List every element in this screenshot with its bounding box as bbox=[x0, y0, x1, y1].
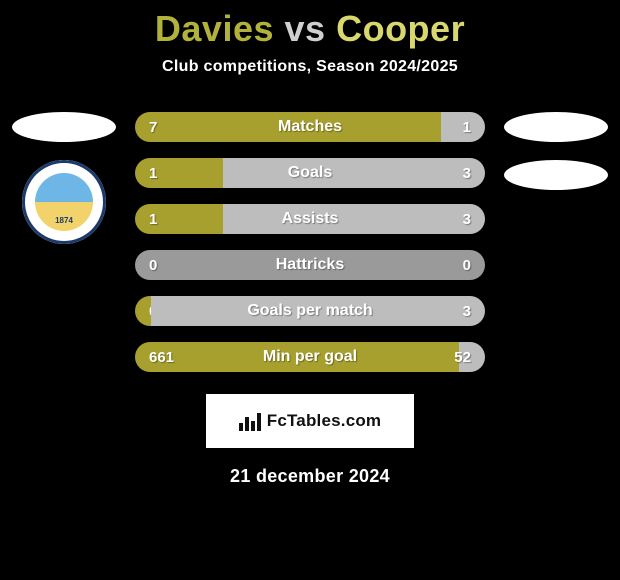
date: 21 december 2024 bbox=[0, 466, 620, 487]
watermark: FcTables.com bbox=[206, 394, 414, 448]
stat-left-value: 1 bbox=[149, 165, 157, 182]
title-p1: Davies bbox=[155, 8, 274, 49]
stat-left-seg: 661 bbox=[135, 342, 459, 372]
stat-left-seg: 0 bbox=[135, 250, 310, 280]
stat-left-seg: 0.14 bbox=[135, 296, 151, 326]
stat-row: 71Matches bbox=[135, 112, 485, 142]
stat-right-seg: 3 bbox=[151, 296, 485, 326]
stat-left-value: 7 bbox=[149, 119, 157, 136]
watermark-text: FcTables.com bbox=[267, 411, 382, 431]
stat-right-value: 1 bbox=[463, 119, 471, 136]
player1-oval-badge bbox=[12, 112, 116, 142]
player2-oval-badge bbox=[504, 112, 608, 142]
title-vs: vs bbox=[285, 8, 326, 49]
stat-row: 66152Min per goal bbox=[135, 342, 485, 372]
crest-year: 1874 bbox=[55, 216, 73, 225]
stat-right-value: 0 bbox=[463, 257, 471, 274]
page-title: Davies vs Cooper bbox=[0, 0, 620, 50]
player2-badges bbox=[496, 112, 616, 190]
stat-row: 0.143Goals per match bbox=[135, 296, 485, 326]
stat-right-value: 3 bbox=[463, 165, 471, 182]
stat-right-seg: 0 bbox=[310, 250, 485, 280]
stat-row: 13Assists bbox=[135, 204, 485, 234]
subtitle: Club competitions, Season 2024/2025 bbox=[0, 58, 620, 76]
player1-club-crest: 1874 bbox=[22, 160, 106, 244]
stat-left-seg: 1 bbox=[135, 204, 223, 234]
stat-right-value: 3 bbox=[463, 303, 471, 320]
player1-badges: 1874 bbox=[4, 112, 124, 244]
crest-inner-icon: 1874 bbox=[35, 173, 93, 231]
title-p2: Cooper bbox=[336, 8, 465, 49]
stat-rows: 71Matches13Goals13Assists00Hattricks0.14… bbox=[135, 112, 485, 372]
stat-left-value: 0 bbox=[149, 257, 157, 274]
player2-club-crest bbox=[504, 160, 608, 190]
stat-right-seg: 3 bbox=[223, 204, 486, 234]
stat-left-value: 1 bbox=[149, 211, 157, 228]
stat-right-value: 52 bbox=[454, 349, 471, 366]
stat-row: 00Hattricks bbox=[135, 250, 485, 280]
stat-right-seg: 1 bbox=[441, 112, 485, 142]
stat-right-value: 3 bbox=[463, 211, 471, 228]
bar-chart-icon bbox=[239, 411, 261, 431]
stat-left-value: 661 bbox=[149, 349, 174, 366]
stat-left-seg: 7 bbox=[135, 112, 441, 142]
comparison-chart: 1874 71Matches13Goals13Assists00Hattrick… bbox=[0, 112, 620, 372]
stat-right-seg: 52 bbox=[459, 342, 485, 372]
stat-left-seg: 1 bbox=[135, 158, 223, 188]
stat-row: 13Goals bbox=[135, 158, 485, 188]
stat-right-seg: 3 bbox=[223, 158, 486, 188]
